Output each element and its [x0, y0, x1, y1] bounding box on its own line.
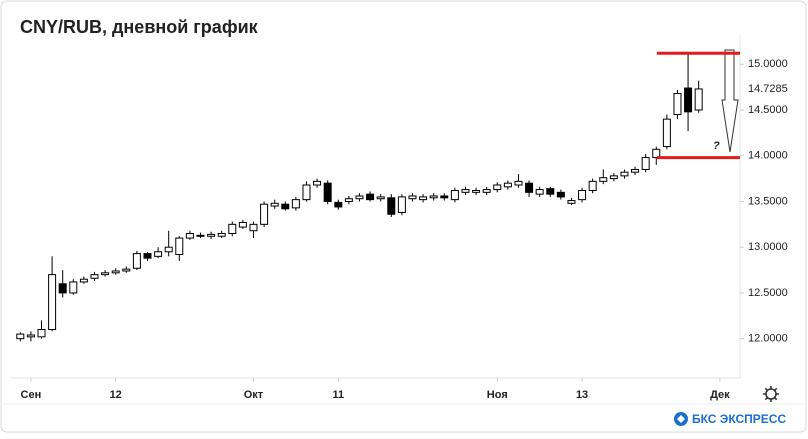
- candle-body: [556, 191, 565, 198]
- y-tick-label: 14.0000: [748, 150, 788, 162]
- candle-body: [111, 270, 120, 274]
- candle-body: [578, 189, 587, 201]
- y-tick-label: 14.5000: [748, 104, 788, 116]
- candle-body: [609, 175, 618, 180]
- candle-body: [588, 180, 597, 191]
- y-tick-label: 12.5000: [748, 287, 788, 299]
- x-tick-label: Ноя: [487, 389, 508, 401]
- candle-body: [461, 189, 470, 193]
- y-tick-label: 12.0000: [748, 333, 788, 345]
- candle-body: [291, 199, 300, 209]
- candle-body: [302, 184, 311, 201]
- last-price-label: 14.7285: [748, 83, 788, 95]
- x-tick-label: Окт: [244, 389, 264, 401]
- candle-body: [238, 222, 247, 228]
- candle-body: [281, 203, 290, 210]
- brand-logo-mark: [677, 415, 685, 423]
- candle-body: [493, 184, 502, 191]
- candle-body: [546, 188, 555, 195]
- candle-body: [143, 253, 152, 259]
- candle-body: [260, 203, 269, 225]
- x-tick-label: 13: [576, 389, 588, 401]
- candle-body: [535, 189, 544, 195]
- candle-body: [323, 182, 332, 202]
- arrow: [721, 49, 739, 153]
- candle-body: [90, 274, 99, 279]
- candle-body: [641, 157, 650, 170]
- candle-body: [376, 196, 385, 200]
- x-tick-label: 11: [332, 389, 344, 401]
- candle-body: [599, 177, 608, 182]
- candle-body: [228, 223, 237, 234]
- candle-body: [58, 283, 67, 294]
- candle-body: [631, 168, 640, 173]
- gear-icon[interactable]: [763, 386, 779, 402]
- candle-body: [662, 118, 671, 148]
- candle-body: [440, 195, 449, 199]
- x-tick-label: Дек: [710, 389, 730, 401]
- annotation: ?: [713, 140, 720, 152]
- candle-body: [450, 189, 459, 201]
- candle-body: [48, 274, 57, 331]
- candle-body: [249, 223, 258, 232]
- candle-body: [344, 198, 353, 202]
- chart-title: CNY/RUB, дневной график: [20, 17, 259, 37]
- y-tick-label: 13.0000: [748, 241, 788, 253]
- candle-body: [26, 334, 35, 338]
- candle-body: [154, 251, 163, 257]
- candle-body: [196, 234, 205, 237]
- candle-body: [334, 201, 343, 208]
- candle-body: [429, 195, 438, 199]
- candle-body: [408, 195, 417, 200]
- candle-body: [355, 195, 364, 200]
- candle-body: [514, 180, 523, 186]
- candle-body: [567, 200, 576, 204]
- candle-body: [419, 196, 428, 201]
- candle-body: [79, 278, 88, 283]
- brand-name: БКС ЭКСПРЕСС: [692, 412, 786, 426]
- candle-body: [652, 148, 661, 159]
- candle-body: [122, 268, 131, 272]
- candle-body: [69, 281, 78, 294]
- candle-body: [366, 193, 375, 201]
- candle-body: [620, 171, 629, 177]
- candle-body: [16, 333, 25, 340]
- candle-body: [397, 196, 406, 213]
- candle-body: [217, 232, 226, 237]
- candle-body: [525, 182, 534, 193]
- candle-body: [313, 180, 322, 186]
- candle-body: [694, 88, 703, 111]
- candle-body: [472, 189, 481, 193]
- candle-body: [101, 272, 110, 276]
- y-tick-label: 13.5000: [748, 195, 788, 207]
- candle-body: [503, 182, 512, 188]
- candle-body: [482, 189, 491, 193]
- candle-body: [270, 202, 279, 207]
- candle-body: [207, 233, 216, 237]
- y-tick-label: 15.0000: [748, 58, 788, 70]
- x-tick-label: 12: [110, 389, 122, 401]
- candle-body: [673, 93, 682, 116]
- candle-body: [132, 253, 141, 269]
- x-tick-label: Сен: [21, 389, 42, 401]
- candle-body: [185, 232, 194, 239]
- candle-body: [37, 329, 46, 338]
- gear-teeth: [763, 386, 779, 402]
- candle-body: [684, 87, 693, 113]
- candle-body: [387, 197, 396, 215]
- candle-body: [175, 237, 184, 256]
- candle-body: [164, 246, 173, 253]
